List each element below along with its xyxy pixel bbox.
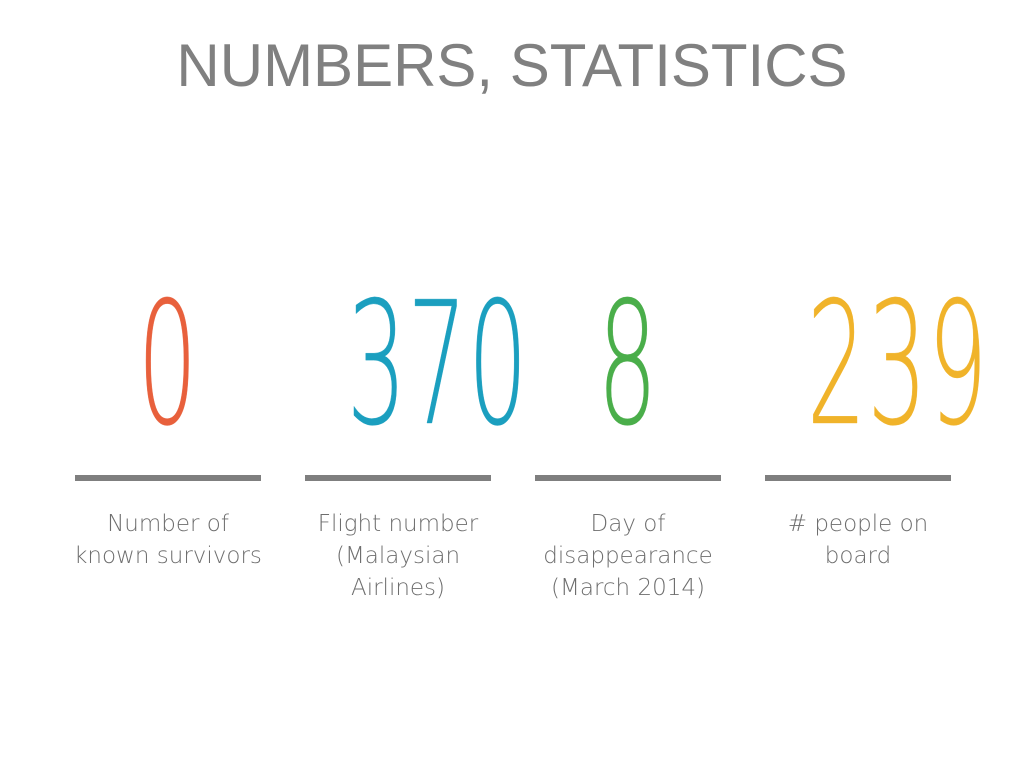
stat-label-line: board [824,543,892,569]
stat-survivors: 0 Number of known survivors [74,266,262,630]
stat-label-line: known survivors [74,543,262,569]
stats-row: 0 Number of known survivors 370 Flight n… [0,270,1024,630]
stat-label-line: (March 2014) [551,575,705,601]
stat-label-line: disappearance [543,543,713,569]
stat-divider [535,475,721,481]
stat-value: 370 [346,266,529,464]
stat-people-on-board: 239 # people on board [765,266,989,630]
stat-value: 8 [597,266,659,464]
stat-label-line: Number of [107,511,229,537]
stat-label-line: Airlines) [350,575,446,601]
stat-label-line: (Malaysian [335,543,461,569]
stat-label-line: Day of [590,511,666,537]
stat-value: 239 [806,266,989,464]
stat-label-line: # people on [787,511,929,537]
stat-divider [305,475,491,481]
stat-day-of-disappearance: 8 Day of disappearance (March 2014) [535,270,721,630]
stat-label: # people on board [755,508,961,572]
stat-divider [765,475,951,481]
stat-label: Flight number (Malaysian Airlines) [295,508,501,604]
stat-value: 0 [137,266,199,464]
stat-label-line: Flight number [317,511,479,537]
slide-title: NUMBERS, STATISTICS [176,32,848,99]
stat-flight-number: 370 Flight number (Malaysian Airlines) [305,266,529,630]
stat-label: Day of disappearance (March 2014) [525,508,731,604]
stat-label: Number of known survivors [65,508,271,572]
stat-divider [75,475,261,481]
